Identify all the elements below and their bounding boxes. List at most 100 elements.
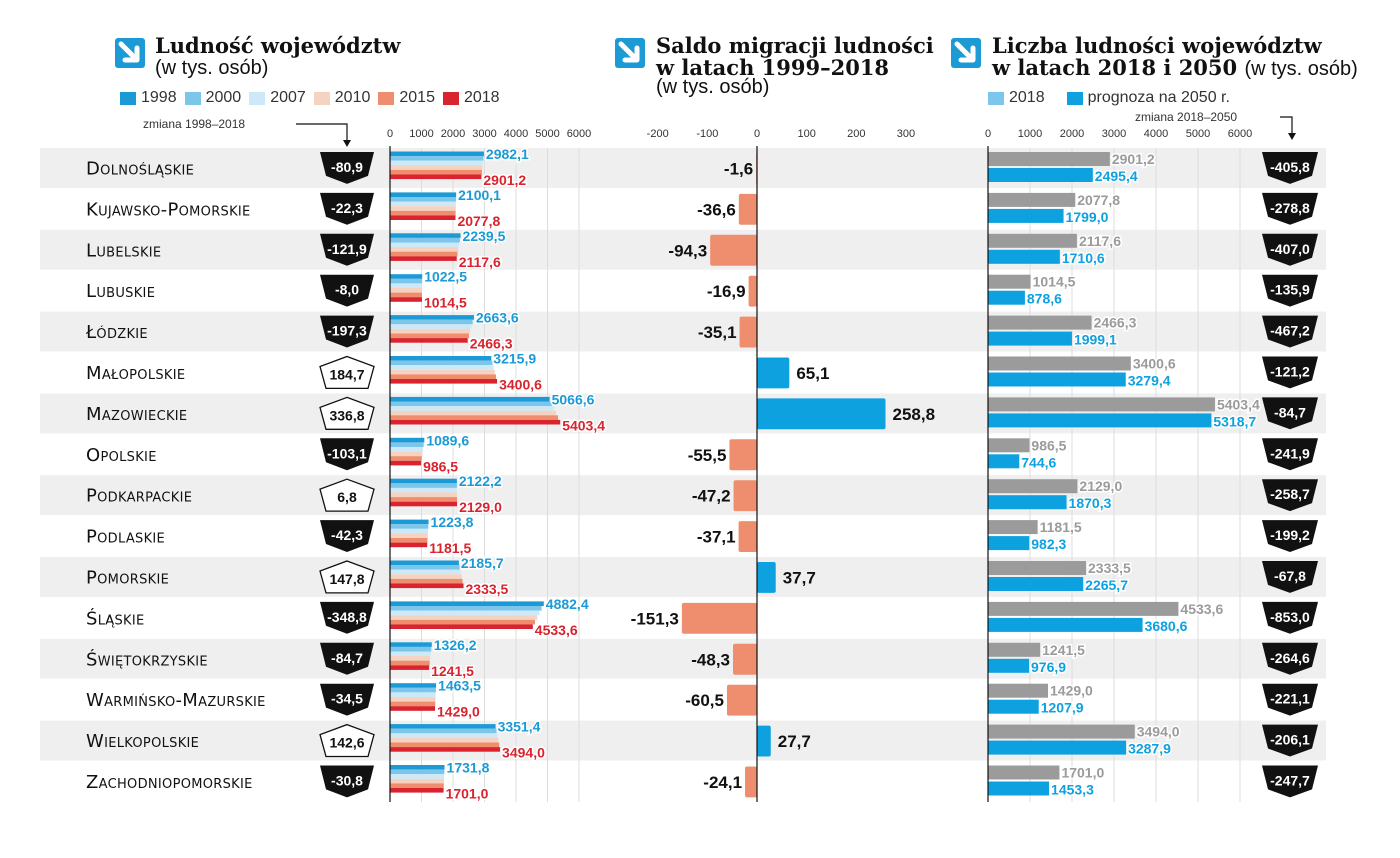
population-bar-2007	[390, 242, 460, 248]
forecast-value-2018: 986,5	[1031, 437, 1066, 453]
migration-bar	[739, 316, 757, 348]
population-bar-2000	[390, 646, 432, 652]
forecast-bar-2018	[988, 397, 1215, 412]
voivodeship-label: Kujawsko-Pomorskie	[86, 199, 251, 220]
change-arrow-down	[1262, 765, 1318, 798]
population-bar-2007	[390, 692, 436, 697]
forecast-legend: 2018 prognoza na 2050 r.	[988, 89, 1238, 107]
note-pointer-head	[343, 140, 351, 147]
forecast-value-2018: 2333,5	[1088, 560, 1131, 576]
population-value-2018: 4533,6	[535, 622, 578, 638]
forecast-bar-2050	[988, 168, 1093, 182]
change-value: -34,5	[331, 691, 363, 707]
population-bar-1998	[390, 315, 474, 320]
axis-tick-label: 5000	[535, 128, 559, 140]
change-arrow-down	[320, 601, 374, 634]
forecast-change-value: -206,1	[1270, 732, 1310, 748]
note-pointer-head	[1288, 133, 1296, 140]
change-arrow-down	[320, 520, 374, 552]
population-bar-2007	[390, 487, 457, 493]
migration-bar	[757, 398, 886, 430]
population-bar-2000	[390, 442, 424, 447]
population-value-2018: 1241,5	[431, 663, 474, 679]
forecast-value-2018: 5403,4	[1217, 396, 1260, 412]
arrow-down-right-icon	[115, 38, 145, 68]
forecast-change-value: -67,8	[1274, 568, 1306, 584]
forecast-value-2018: 1181,5	[1040, 519, 1082, 535]
migration-bar	[733, 480, 757, 512]
forecast-bar-2050	[988, 781, 1050, 796]
migration-header: Saldo migracji ludności w latach 1999–20…	[656, 35, 934, 99]
forecast-value-2050: 878,6	[1027, 291, 1062, 307]
legend-2010: 2010	[313, 89, 370, 107]
population-bar-2000	[390, 360, 493, 366]
forecast-value-2050: 982,3	[1031, 536, 1066, 552]
forecast-value-2050: 744,6	[1021, 454, 1056, 470]
migration-bar	[738, 193, 757, 225]
voivodeship-label: Warmińsko-Mazurskie	[86, 690, 266, 711]
population-value-1998: 1223,8	[431, 514, 474, 530]
voivodeship-label: Zachodniopomorskie	[86, 772, 253, 793]
forecast-bar-2050	[988, 454, 1020, 469]
population-bar-2015	[390, 660, 430, 666]
population-bar-2015	[390, 742, 500, 748]
change-value: -30,8	[331, 772, 363, 788]
change-arrow-down	[1262, 561, 1318, 593]
population-value-1998: 1463,5	[438, 678, 481, 694]
population-value-1998: 2185,7	[461, 555, 504, 571]
population-bar-2000	[390, 769, 445, 775]
population-value-2018: 2333,5	[466, 581, 509, 597]
forecast-bar-2018	[988, 479, 1078, 494]
change-note-1998-2018: zmiana 1998–2018	[143, 117, 246, 131]
voivodeship-label: Lubuskie	[86, 281, 155, 302]
population-value-1998: 4882,4	[546, 596, 589, 612]
change-value: 142,6	[329, 735, 364, 751]
legend-2007: 2007	[249, 89, 306, 107]
population-value-1998: 1022,5	[424, 269, 467, 285]
population-bar-2018	[390, 460, 422, 466]
population-bar-2010	[390, 328, 471, 334]
row-band	[40, 557, 1326, 597]
population-bar-1998	[390, 192, 457, 197]
forecast-value-2050: 3680,6	[1145, 618, 1188, 634]
forecast-bar-2018	[988, 561, 1087, 575]
legend-label: 2018	[463, 89, 500, 106]
population-value-1998: 2982,1	[486, 146, 529, 162]
legend-2018: 2018	[442, 89, 500, 107]
population-value-2018: 1014,5	[424, 295, 467, 311]
migration-value: -151,3	[631, 609, 679, 628]
forecast-bar-2018	[988, 356, 1131, 371]
population-value-1998: 2663,6	[476, 310, 519, 326]
forecast-value-2050: 1207,9	[1041, 700, 1084, 716]
population-value-2018: 1429,0	[437, 704, 480, 720]
forecast-change-value: -278,8	[1270, 200, 1310, 216]
population-bar-2000	[390, 606, 542, 611]
row-band	[40, 148, 1326, 188]
population-value-2018: 3494,0	[502, 745, 545, 761]
legend-label: 2018	[1009, 89, 1045, 106]
legend-label: 2000	[205, 89, 242, 106]
voivodeship-label: Lubelskie	[86, 240, 161, 261]
population-bar-2018	[390, 542, 428, 548]
row-band	[40, 475, 1326, 516]
voivodeship-label: Małopolskie	[86, 363, 185, 384]
forecast-bar-2050	[988, 290, 1025, 305]
population-bar-2010	[390, 574, 462, 579]
axis-tick-label: 6000	[567, 128, 591, 140]
forecast-bar-2050	[988, 495, 1067, 510]
migration-bar	[726, 684, 757, 716]
change-arrow-down	[1262, 683, 1318, 716]
forecast-bar-2050	[988, 413, 1212, 428]
population-bar-1998	[390, 396, 550, 402]
population-bar-2007	[390, 651, 431, 657]
migration-bar	[681, 602, 757, 634]
population-bar-2018	[390, 583, 464, 589]
population-value-1998: 2239,5	[463, 228, 506, 244]
migration-value: -35,1	[698, 323, 737, 342]
population-bar-2000	[390, 319, 473, 325]
forecast-change-value: -467,2	[1270, 323, 1310, 339]
arrow-down-right-icon	[951, 38, 981, 68]
axis-tick-label: 2000	[441, 128, 465, 140]
population-bar-1998	[390, 274, 423, 279]
migration-bar	[757, 725, 771, 757]
